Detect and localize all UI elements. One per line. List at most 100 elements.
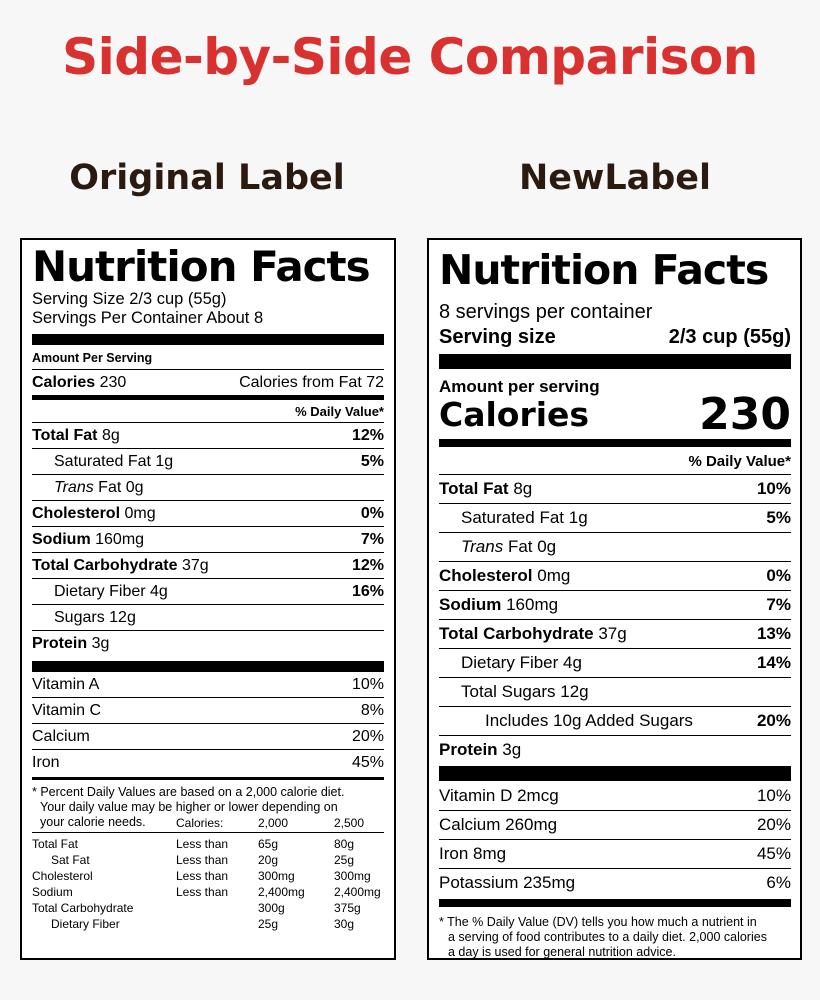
nutrient-name: Sodium [439,595,502,614]
medium-divider [439,439,791,447]
nutrient-row: Dietary Fiber 4g 16% [32,579,384,605]
nutrient-dv: 5% [766,508,791,527]
table-cell: 25g [334,853,355,867]
table-row: Sodium Less than 2,400mg 2,400mg [32,884,384,900]
nutrient-row: Sodium 160mg 7% [439,591,791,620]
nutrient-name: Sodium [32,531,91,548]
footnote: * The % Daily Value (DV) tells you how m… [439,907,791,960]
vitamin-dv: 20% [351,728,384,745]
table-cell: 2,400mg [258,885,305,899]
table-cell: 375g [334,901,361,915]
nutrient-row: Total Carbohydrate 37g 12% [32,553,384,579]
footer-table: Total Fat Less than 65g 80g Sat Fat Less tha… [32,833,384,932]
table-cell: Less than [176,837,229,851]
nutrient-name: Cholesterol [32,505,121,522]
nutrient-row: Total Fat 8g 12% [32,423,384,449]
nutrition-facts-title: Nutrition Facts [32,242,371,291]
serving-size: Serving Size 2/3 cup (55g) [32,290,227,308]
serving-size-value: 2/3 cup (55g) [668,326,791,348]
nutrient-amount: Fat 0g [98,479,144,496]
vitamin-dv: 20% [756,815,791,834]
table-cell [176,916,258,932]
servings-per-container: Servings Per Container About 8 [32,309,264,327]
vitamin-row: Vitamin A 10% [32,672,384,698]
nutrient-dv: 7% [766,595,791,614]
vitamin-name: Calcium 260mg [439,815,558,834]
vitamin-dv: 10% [756,786,791,805]
serving-size-row: Serving size 2/3 cup (55g) [439,324,791,350]
table-cell: Less than [176,885,229,899]
nutrient-name: Total Sugars [461,682,556,701]
nutrient-amount: 1g [568,508,588,527]
nutrient-amount: 0mg [537,566,571,585]
table-cell: 300mg [334,869,371,883]
nutrient-row: Trans Fat 0g [32,475,384,501]
nutrient-name: Includes 10g Added Sugars [485,711,693,730]
table-cell: 25g [258,917,279,931]
table-cell: Dietary Fiber [51,917,120,931]
nutrient-row: Sodium 160mg 7% [32,527,384,553]
nutrient-dv: 0% [766,566,791,585]
column-2000: 2,000 [258,816,289,830]
nutrient-row: Cholesterol 0mg 0% [32,501,384,527]
nutrient-name: Dietary Fiber [54,583,146,600]
nutrient-name: Saturated Fat [461,508,565,527]
footnote-line: * Percent Daily Values are based on a 2,… [32,785,345,799]
table-cell: 30g [334,917,355,931]
original-label-heading: Original Label [69,158,345,198]
vitamin-row: Calcium 260mg 20% [439,811,791,840]
thick-divider [439,766,791,781]
calories-row: Calories 230 [439,393,791,437]
page-title: Side-by-Side Comparison [62,28,758,86]
vitamin-dv: 6% [766,873,791,892]
vitamin-name: Vitamin A [32,676,100,693]
nutrient-row: Protein 3g [439,736,791,764]
new-label-heading: NewLabel [518,158,712,198]
new-nutrition-label: Nutrition Facts 8 servings per container… [427,238,802,960]
medium-divider [439,899,791,907]
nutrient-name: Total Carbohydrate [32,557,178,574]
nutrient-dv: 7% [360,531,384,548]
table-cell: Sodium [32,885,73,899]
calories-header: Calories: [176,816,224,830]
table-cell: Less than [176,869,229,883]
nutrient-row: Dietary Fiber 4g 14% [439,649,791,678]
table-row: Sat Fat Less than 20g 25g [32,852,384,868]
vitamin-name: Calcium [32,728,90,745]
table-cell: Total Carbohydrate [32,901,134,915]
nutrient-amount: 1g [155,453,174,470]
footnote-line: * The % Daily Value (DV) tells you how m… [439,915,757,929]
nutrient-row: Saturated Fat 1g 5% [439,504,791,533]
nutrient-dv: 12% [351,427,384,444]
nutrient-row: Sugars 12g [32,605,384,631]
thick-divider [439,354,791,369]
nutrient-amount: 0mg [124,505,156,522]
vitamin-dv: 8% [360,702,384,719]
nutrient-name: Dietary Fiber [461,653,559,672]
amount-per-serving: Amount per serving [439,377,600,396]
table-cell: Cholesterol [32,869,93,883]
nutrient-amount: 37g [598,624,627,643]
nutrient-amount: 37g [181,557,209,574]
footnote-line: a day is used for general nutrition advi… [448,945,676,959]
table-row: Total Fat Less than 65g 80g [32,836,384,852]
nutrient-row: Includes 10g Added Sugars 20% [439,707,791,736]
nutrient-name: Cholesterol [439,566,533,585]
calories-value: 230 [99,374,127,391]
vitamin-row: Calcium 20% [32,724,384,750]
table-cell: Less than [176,853,229,867]
calories-row: Calories 230 Calories from Fat 72 [32,370,384,394]
vitamin-row: Iron 8mg 45% [439,840,791,869]
vitamin-name: Vitamin D 2mcg [439,786,559,805]
serving-size-label: Serving size [439,326,556,348]
vitamin-row: Potassium 235mg 6% [439,869,791,897]
nutrient-dv: 0% [360,505,384,522]
nutrient-dv: 13% [756,624,791,643]
nutrient-dv: 16% [351,583,384,600]
vitamin-name: Iron 8mg [439,844,507,863]
nutrient-dv: 10% [756,479,791,498]
nutrient-row: Cholesterol 0mg 0% [439,562,791,591]
table-cell: 20g [258,853,279,867]
nutrient-name: Saturated Fat [54,453,151,470]
nutrient-dv: 5% [360,453,384,470]
